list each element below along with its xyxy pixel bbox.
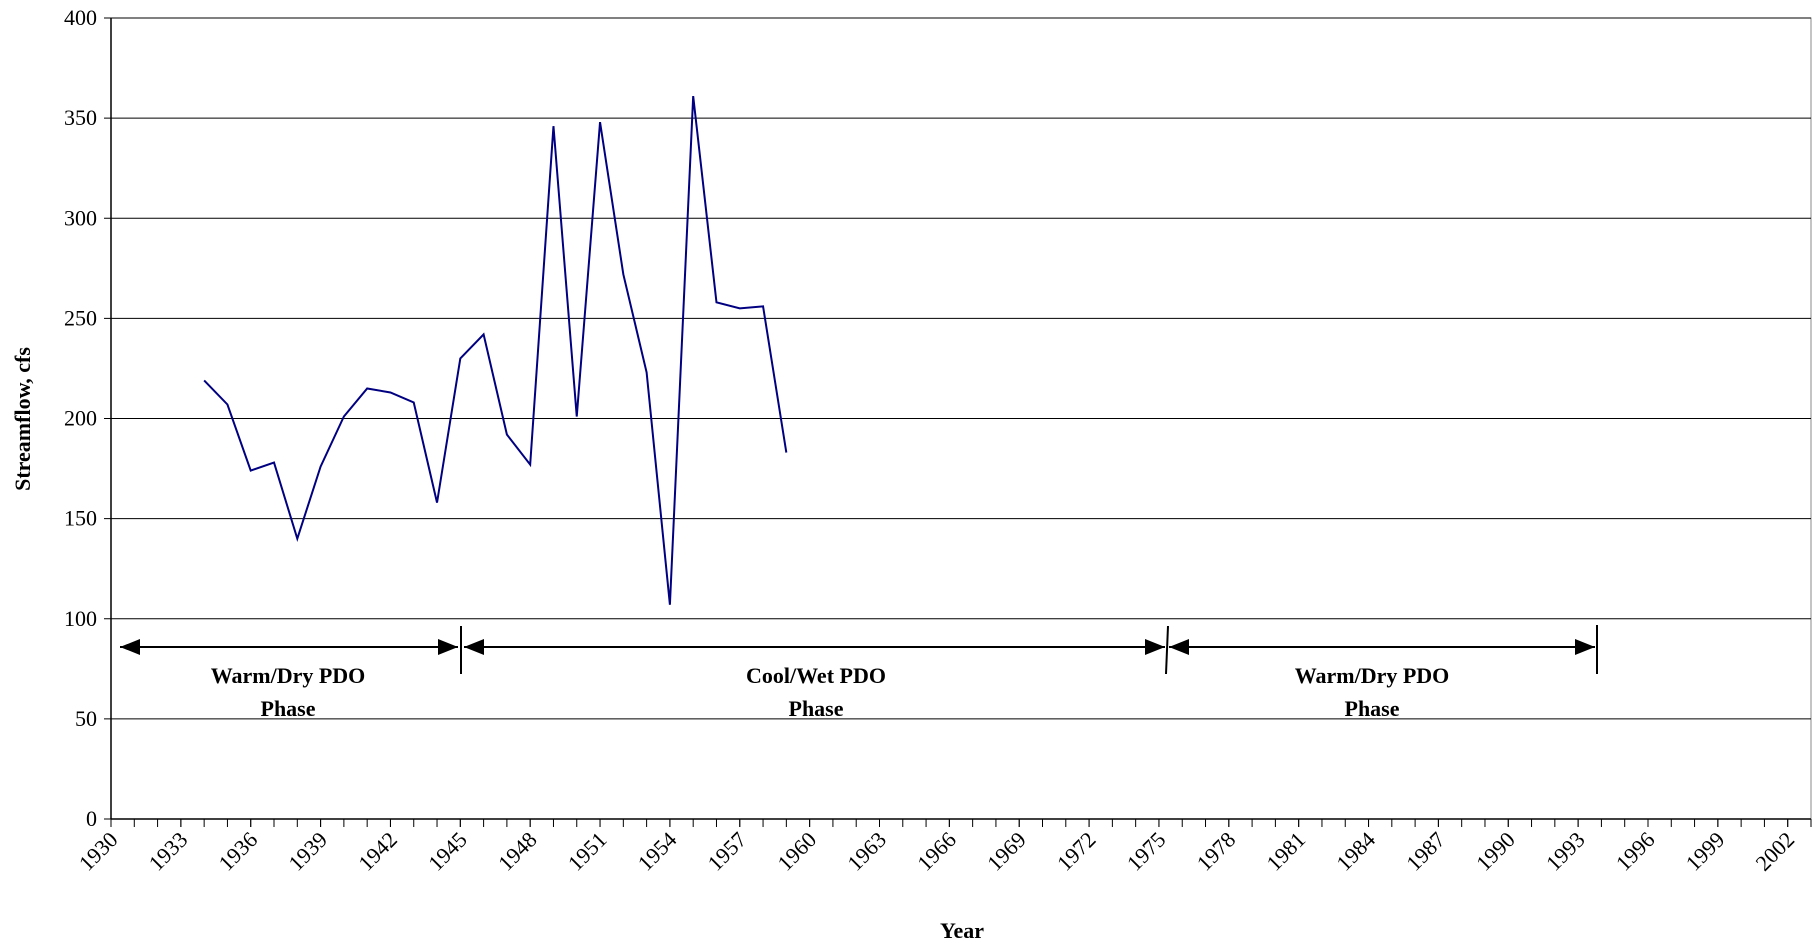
x-tick-label: 1954	[633, 827, 682, 876]
x-tick-label: 1945	[423, 827, 472, 876]
x-tick-label: 1990	[1471, 827, 1520, 876]
annotation: Phase	[261, 696, 316, 721]
y-tick-label: 350	[64, 105, 97, 130]
y-tick-label: 400	[64, 5, 97, 30]
x-tick-label: 1939	[283, 827, 332, 876]
y-tick-label: 300	[64, 205, 97, 230]
x-tick-label: 1957	[703, 827, 752, 876]
y-tick-label: 100	[64, 606, 97, 631]
x-tick-label: 1963	[842, 827, 891, 876]
x-axis-title: Year	[940, 918, 984, 943]
annotation: Phase	[1345, 696, 1400, 721]
phase-divider	[1165, 625, 1169, 675]
x-tick-label: 1975	[1122, 827, 1171, 876]
x-tick-label: 1993	[1541, 827, 1590, 876]
x-tick-label: 1966	[912, 827, 961, 876]
annotation: Warm/Dry PDO	[1295, 663, 1450, 688]
annotation: Phase	[789, 696, 844, 721]
x-tick-label: 1969	[982, 827, 1031, 876]
x-tick-label: 1936	[213, 827, 262, 876]
x-tick-label: 1984	[1331, 827, 1380, 876]
annotation: Cool/Wet PDO	[746, 663, 886, 688]
x-tick-label: 1948	[493, 827, 542, 876]
series-line	[203, 95, 788, 605]
x-tick-label: 1996	[1611, 827, 1660, 876]
y-tick-label: 200	[64, 406, 97, 431]
x-tick-label: 1978	[1192, 827, 1241, 876]
x-tick-label: 1987	[1401, 827, 1450, 876]
x-tick-label: 1951	[563, 827, 612, 876]
x-tick-label: 1999	[1681, 827, 1730, 876]
y-tick-label: 0	[86, 806, 97, 831]
y-tick-label: 150	[64, 506, 97, 531]
y-tick-label: 250	[64, 305, 97, 330]
x-tick-label: 1930	[74, 827, 123, 876]
y-tick-label: 50	[75, 706, 97, 731]
x-tick-label: 1981	[1261, 827, 1310, 876]
phase-arrows	[120, 625, 1598, 675]
x-tick-label: 2002	[1750, 827, 1799, 876]
x-tick-label: 1972	[1052, 827, 1101, 876]
y-axis-title: Streamflow, cfs	[10, 347, 35, 491]
x-tick-label: 1933	[144, 827, 193, 876]
x-tick-label: 1942	[353, 827, 402, 876]
x-tick-label: 1960	[772, 827, 821, 876]
annotation: Warm/Dry PDO	[211, 663, 366, 688]
